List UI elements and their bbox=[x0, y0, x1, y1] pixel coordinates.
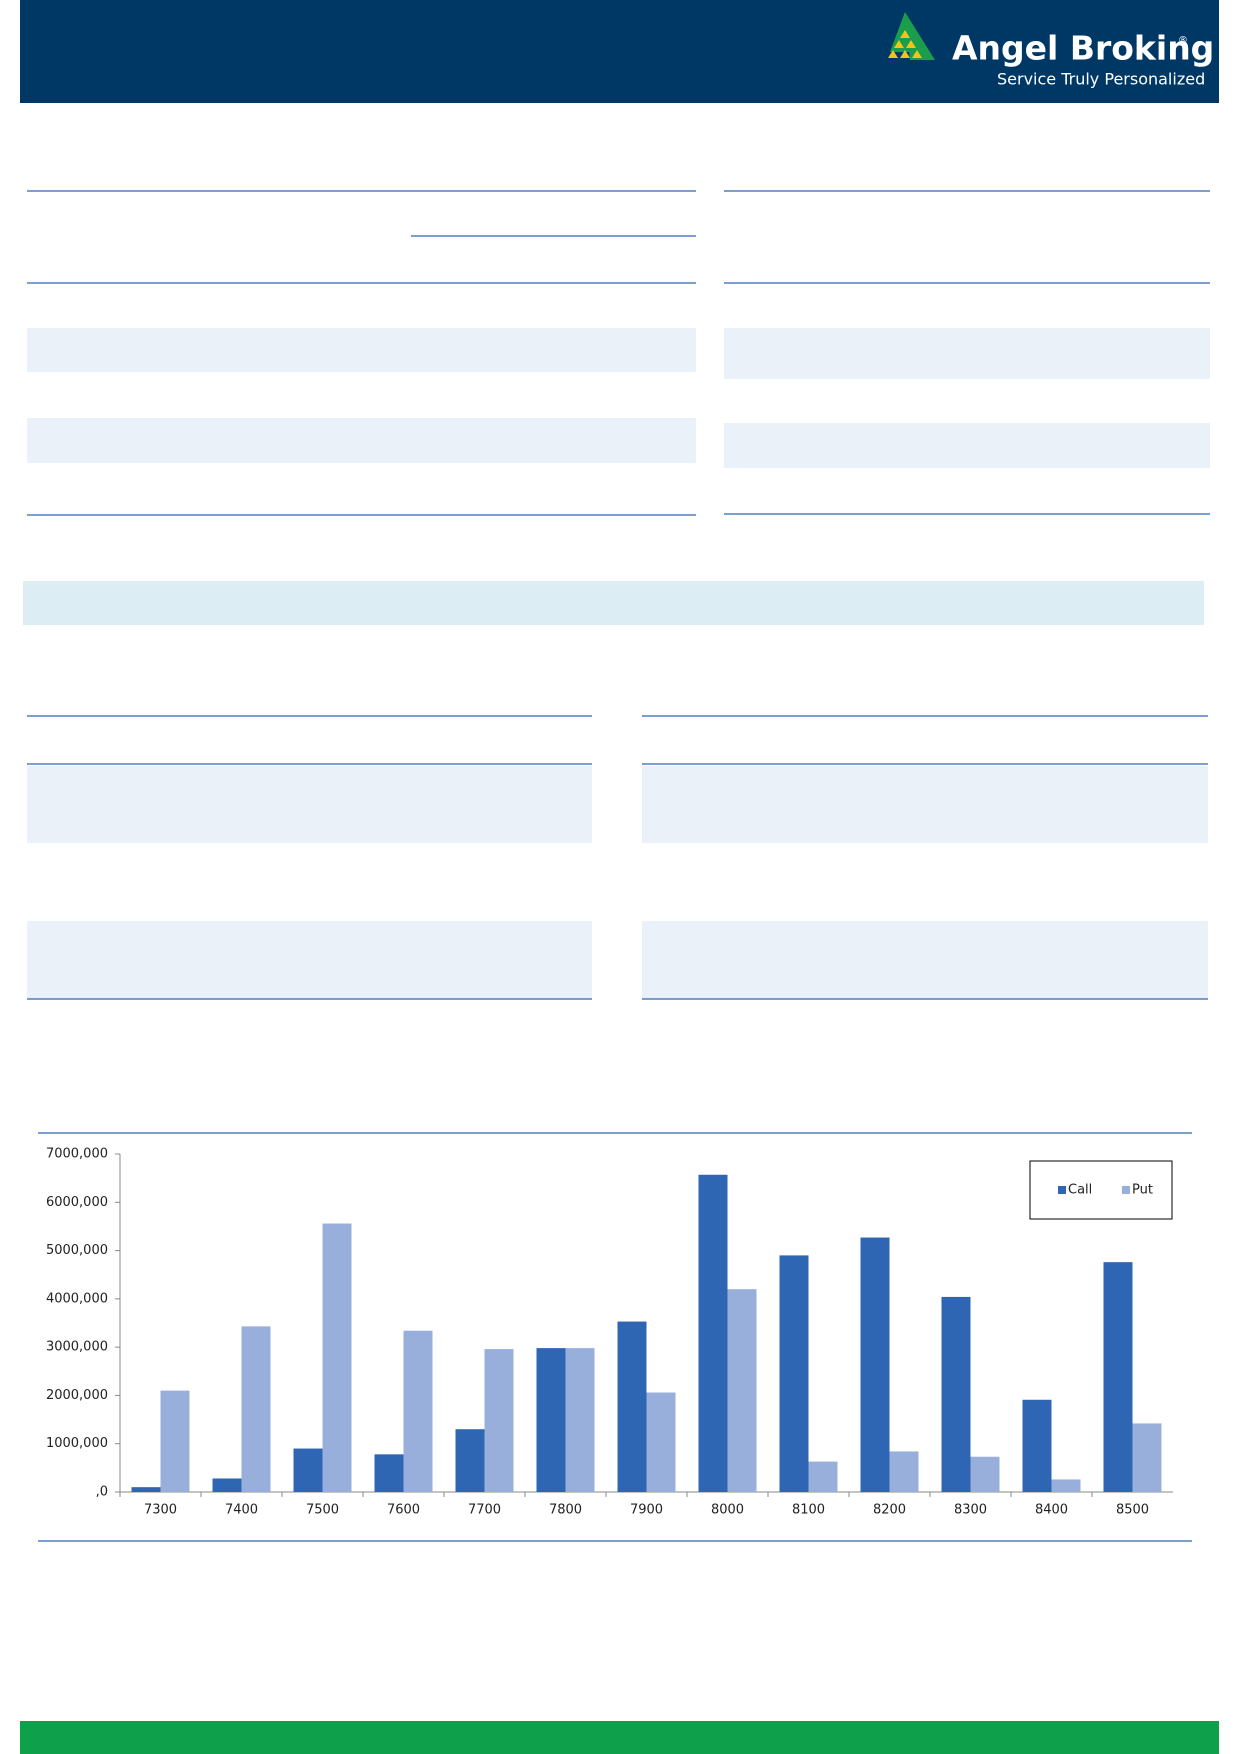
bar bbox=[1103, 1262, 1133, 1492]
bar bbox=[1132, 1423, 1162, 1492]
y-tick-label: 3000,000 bbox=[46, 1340, 108, 1355]
x-tick-label: 8000 bbox=[711, 1503, 744, 1518]
legend-label: Put bbox=[1132, 1183, 1153, 1198]
x-tick-label: 7900 bbox=[630, 1503, 663, 1518]
header-band bbox=[20, 0, 1219, 103]
tagline: Service Truly Personalized bbox=[997, 70, 1205, 89]
x-tick-label: 7600 bbox=[387, 1503, 420, 1518]
bar bbox=[241, 1326, 271, 1492]
y-tick-label: 1000,000 bbox=[46, 1436, 108, 1451]
legend-box bbox=[1029, 1160, 1173, 1220]
bar bbox=[1022, 1399, 1052, 1492]
bar bbox=[941, 1296, 971, 1492]
legend-label: Call bbox=[1068, 1183, 1092, 1198]
x-tick-label: 7400 bbox=[225, 1503, 258, 1518]
bar bbox=[779, 1255, 809, 1492]
bar bbox=[322, 1223, 352, 1492]
bar bbox=[403, 1330, 433, 1492]
table-bottom-right bbox=[642, 715, 1208, 1000]
y-tick-label: 7000,000 bbox=[46, 1147, 108, 1162]
bar bbox=[212, 1478, 242, 1492]
legend-swatch bbox=[1122, 1186, 1130, 1194]
table-right bbox=[724, 190, 1210, 515]
bar bbox=[455, 1429, 485, 1492]
bar bbox=[160, 1390, 190, 1492]
logo-dots bbox=[888, 30, 922, 58]
bar bbox=[536, 1348, 566, 1492]
footer-band bbox=[20, 1721, 1219, 1754]
y-tick-label: ,0 bbox=[96, 1485, 108, 1500]
x-tick-label: 8300 bbox=[954, 1503, 987, 1518]
x-tick-label: 7500 bbox=[306, 1503, 339, 1518]
x-tick-label: 8500 bbox=[1116, 1503, 1149, 1518]
bar bbox=[1051, 1479, 1081, 1492]
legend-swatch bbox=[1058, 1186, 1066, 1194]
bar bbox=[293, 1448, 323, 1492]
bar bbox=[565, 1348, 595, 1492]
brand: Angel Broking bbox=[952, 29, 1214, 68]
x-tick-label: 7300 bbox=[144, 1503, 177, 1518]
bar bbox=[698, 1174, 728, 1492]
logo bbox=[888, 12, 935, 60]
y-tick-label: 5000,000 bbox=[46, 1243, 108, 1258]
y-tick-label: 2000,000 bbox=[46, 1388, 108, 1403]
y-tick-label: 6000,000 bbox=[46, 1195, 108, 1210]
bar bbox=[727, 1289, 757, 1492]
table-left bbox=[27, 190, 696, 516]
x-tick-label: 7800 bbox=[549, 1503, 582, 1518]
bar bbox=[970, 1456, 1000, 1492]
x-tick-label: 8400 bbox=[1035, 1503, 1068, 1518]
bar bbox=[646, 1392, 676, 1492]
section-band bbox=[23, 581, 1204, 625]
x-tick-label: 8100 bbox=[792, 1503, 825, 1518]
table-bottom-left bbox=[27, 715, 592, 1000]
bar bbox=[889, 1451, 919, 1492]
y-tick-label: 4000,000 bbox=[46, 1291, 108, 1306]
bar bbox=[617, 1321, 647, 1492]
bar bbox=[374, 1454, 404, 1492]
bar bbox=[484, 1349, 514, 1492]
chart: ,0 1000,000 2000,000 3000,000 4000,000 5000,0… bbox=[46, 1147, 1173, 1518]
bar bbox=[808, 1461, 838, 1492]
bar bbox=[131, 1487, 161, 1492]
registered-mark: ® bbox=[1178, 35, 1188, 46]
bar bbox=[860, 1237, 890, 1492]
x-tick-label: 8200 bbox=[873, 1503, 906, 1518]
x-tick-label: 7700 bbox=[468, 1503, 501, 1518]
